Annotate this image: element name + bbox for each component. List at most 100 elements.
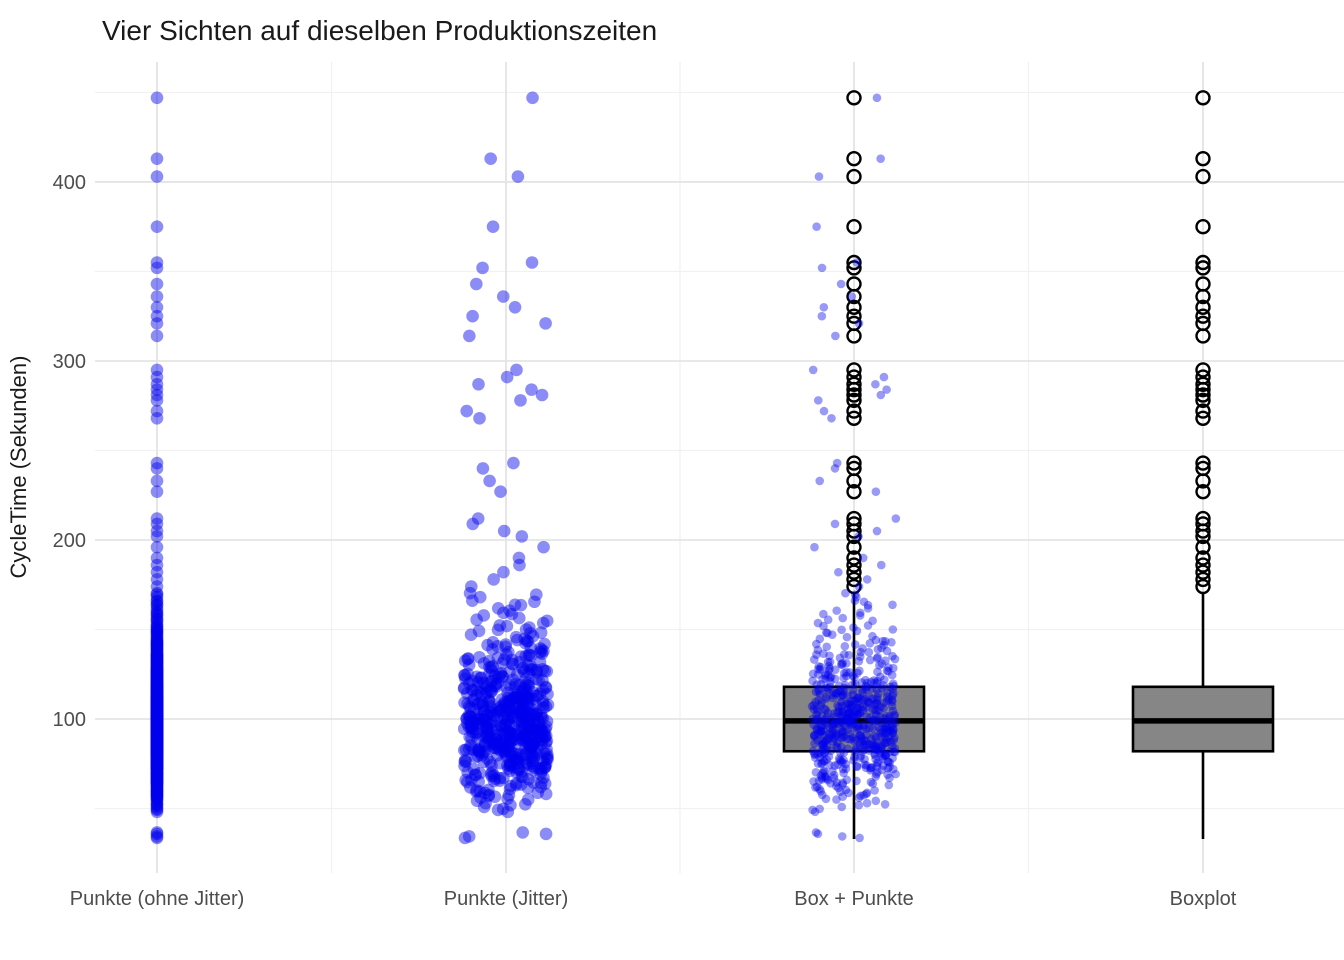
data-point xyxy=(150,740,164,753)
data-point xyxy=(150,773,164,787)
data-point xyxy=(150,772,164,785)
data-point xyxy=(503,764,517,778)
data-point xyxy=(832,606,841,615)
data-point xyxy=(518,730,531,744)
data-point xyxy=(150,690,164,703)
data-point xyxy=(518,726,531,740)
data-point xyxy=(513,747,526,761)
data-point xyxy=(150,711,164,725)
data-point xyxy=(150,456,164,470)
data-point xyxy=(812,710,821,719)
data-point xyxy=(150,699,164,713)
data-point xyxy=(873,667,882,677)
data-point xyxy=(517,704,531,718)
data-point xyxy=(150,370,164,384)
data-point xyxy=(150,674,164,687)
data-point xyxy=(807,701,817,711)
data-point xyxy=(504,779,517,793)
data-point xyxy=(822,774,831,783)
data-point xyxy=(883,692,892,702)
data-point xyxy=(808,746,818,756)
data-point xyxy=(470,725,484,739)
data-point xyxy=(477,609,491,622)
data-point xyxy=(843,709,853,719)
data-point xyxy=(882,722,892,731)
data-point xyxy=(872,698,881,708)
data-point xyxy=(150,687,164,701)
data-point xyxy=(150,740,164,753)
data-point xyxy=(470,683,483,696)
data-point xyxy=(150,682,164,695)
data-point xyxy=(516,733,529,747)
data-point xyxy=(150,713,164,727)
data-point xyxy=(150,706,164,720)
data-point xyxy=(841,764,851,773)
boxplot-outlier-point xyxy=(846,483,862,500)
data-point xyxy=(150,716,164,730)
data-point xyxy=(479,730,493,744)
data-point xyxy=(840,641,850,651)
boxplot-outlier-point xyxy=(1195,539,1211,555)
data-point xyxy=(890,711,899,721)
data-point xyxy=(857,694,866,704)
data-point xyxy=(866,764,875,773)
data-point xyxy=(462,720,476,734)
data-point xyxy=(150,680,164,694)
data-point xyxy=(869,716,879,726)
data-point xyxy=(150,664,164,678)
data-point xyxy=(531,712,545,726)
data-point xyxy=(513,679,526,692)
data-point xyxy=(829,773,839,783)
data-point xyxy=(150,711,164,724)
data-point xyxy=(844,709,854,719)
data-point xyxy=(509,728,523,741)
data-point xyxy=(502,695,516,709)
data-point xyxy=(150,727,164,741)
data-point xyxy=(150,735,164,749)
data-point xyxy=(836,748,845,758)
data-point xyxy=(150,684,164,698)
data-point xyxy=(467,693,481,707)
data-point xyxy=(510,693,524,707)
data-point xyxy=(821,794,831,804)
data-point xyxy=(150,645,164,659)
data-point xyxy=(487,741,501,755)
data-point xyxy=(535,776,548,790)
data-point xyxy=(862,730,871,739)
data-point xyxy=(150,766,164,780)
data-point xyxy=(830,519,840,529)
data-point xyxy=(150,637,164,651)
data-point xyxy=(480,708,494,722)
data-point xyxy=(492,701,506,715)
data-point xyxy=(818,768,828,778)
data-point xyxy=(150,725,164,738)
data-point xyxy=(823,670,833,680)
data-point xyxy=(150,739,164,753)
data-point xyxy=(869,731,879,741)
data-point xyxy=(845,699,855,709)
data-point xyxy=(478,682,492,696)
data-point xyxy=(810,732,819,741)
data-point xyxy=(844,714,854,724)
data-point xyxy=(486,636,500,649)
data-point xyxy=(494,744,508,758)
data-point xyxy=(534,780,547,794)
data-point xyxy=(150,721,164,735)
data-point xyxy=(150,737,164,750)
data-point xyxy=(866,717,876,726)
data-point xyxy=(498,711,511,725)
data-point xyxy=(473,785,487,798)
data-point xyxy=(504,740,518,753)
data-point xyxy=(525,256,539,269)
data-point xyxy=(506,653,519,667)
data-point xyxy=(855,833,864,843)
data-point xyxy=(484,731,497,744)
data-point xyxy=(150,724,164,738)
data-point xyxy=(150,688,164,702)
data-point xyxy=(847,700,857,710)
data-point xyxy=(836,756,846,766)
data-point xyxy=(855,701,864,711)
data-point xyxy=(150,679,164,693)
data-point xyxy=(878,754,888,763)
